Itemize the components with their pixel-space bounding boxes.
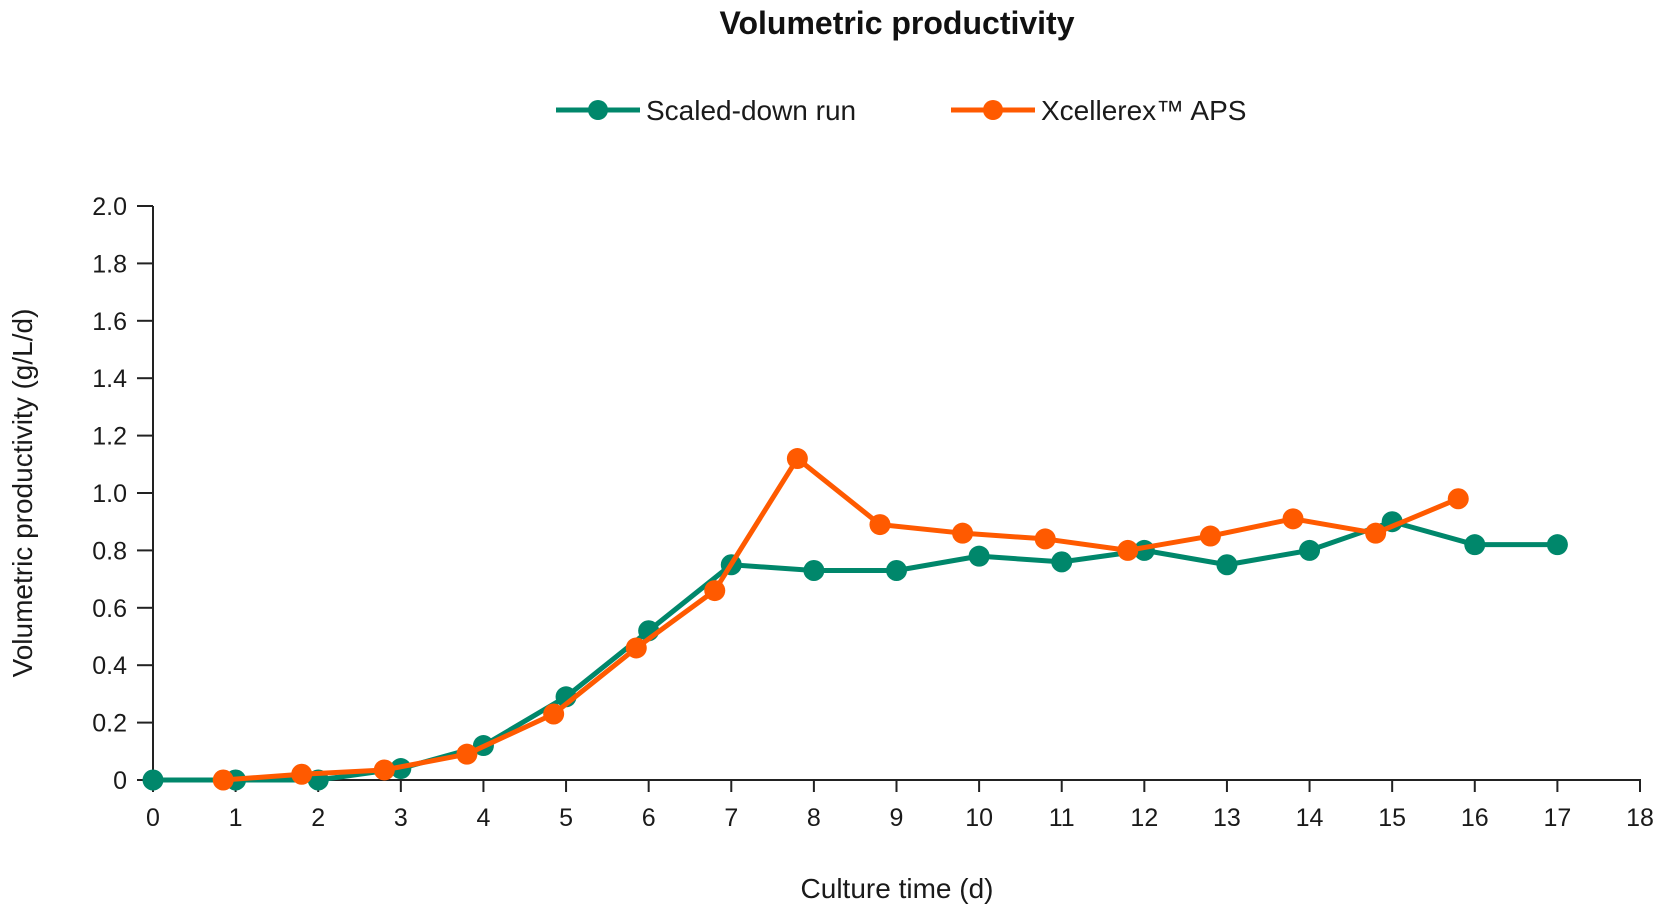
x-tick-label: 0 bbox=[146, 804, 160, 832]
x-tick-label: 12 bbox=[1130, 804, 1158, 832]
data-point[interactable] bbox=[1546, 534, 1568, 556]
data-point[interactable] bbox=[1199, 525, 1221, 547]
data-point[interactable] bbox=[1034, 528, 1056, 550]
series-line bbox=[223, 456, 1460, 783]
x-tick-label: 10 bbox=[965, 804, 993, 832]
y-tick-label: 0.8 bbox=[92, 537, 127, 565]
x-tick-label: 11 bbox=[1049, 804, 1075, 832]
y-tick-label: 1.6 bbox=[92, 308, 127, 336]
series-line bbox=[153, 519, 1558, 783]
data-point[interactable] bbox=[786, 448, 808, 470]
x-tick-label: 8 bbox=[807, 804, 821, 832]
data-point[interactable] bbox=[142, 769, 164, 791]
data-point[interactable] bbox=[1365, 522, 1387, 544]
x-tick-label: 5 bbox=[559, 804, 573, 832]
y-tick-label: 2.0 bbox=[92, 193, 127, 221]
x-tick-label: 15 bbox=[1378, 804, 1406, 832]
legend-item-xcellerex-aps[interactable]: Xcellerex™ APS bbox=[951, 95, 1246, 126]
legend: Scaled-down run Xcellerex™ APS bbox=[556, 95, 1246, 126]
x-tick-label: 6 bbox=[642, 804, 656, 832]
y-tick-label: 1.4 bbox=[92, 365, 127, 393]
data-point[interactable] bbox=[212, 769, 234, 791]
x-tick-label: 2 bbox=[311, 804, 325, 832]
data-point[interactable] bbox=[704, 580, 726, 602]
y-tick-label: 0 bbox=[113, 767, 127, 795]
x-tick-label: 13 bbox=[1213, 804, 1241, 832]
x-tick-label: 1 bbox=[229, 804, 243, 832]
data-point[interactable] bbox=[1299, 539, 1321, 561]
series-xcellerex-aps bbox=[212, 448, 1469, 791]
data-point[interactable] bbox=[869, 514, 891, 536]
y-axis-label: Volumetric productivity (g/L/d) bbox=[7, 309, 38, 678]
data-point[interactable] bbox=[886, 559, 907, 581]
data-point[interactable] bbox=[1117, 539, 1139, 561]
data-point[interactable] bbox=[543, 703, 565, 725]
x-tick-label: 18 bbox=[1626, 804, 1654, 832]
x-tick-label: 14 bbox=[1296, 804, 1324, 832]
x-tick-label: 7 bbox=[724, 804, 738, 832]
data-point[interactable] bbox=[1216, 554, 1238, 576]
data-point[interactable] bbox=[1282, 508, 1304, 530]
y-ticks: 0 0.2 0.4 0.6 0.8 1.0 1.2 1.4 1.6 1.8 2.0 bbox=[92, 193, 153, 795]
x-tick-label: 9 bbox=[890, 804, 904, 832]
y-tick-label: 1.2 bbox=[92, 423, 127, 451]
x-tick-label: 17 bbox=[1543, 804, 1571, 832]
y-tick-label: 0.2 bbox=[92, 710, 127, 738]
y-tick-label: 1.8 bbox=[92, 250, 127, 278]
data-point[interactable] bbox=[968, 545, 990, 567]
y-tick-label: 0.6 bbox=[92, 595, 127, 623]
legend-marker bbox=[983, 100, 1003, 120]
data-point[interactable] bbox=[456, 743, 478, 765]
legend-label: Xcellerex™ APS bbox=[1041, 95, 1246, 126]
data-point[interactable] bbox=[1447, 488, 1469, 510]
legend-marker bbox=[588, 100, 608, 120]
y-tick-label: 0.4 bbox=[92, 652, 127, 680]
chart-title: Volumetric productivity bbox=[719, 5, 1074, 41]
plot-area bbox=[142, 448, 1568, 791]
data-point[interactable] bbox=[291, 763, 313, 785]
data-point[interactable] bbox=[625, 637, 647, 659]
data-point[interactable] bbox=[952, 522, 974, 544]
x-tick-label: 16 bbox=[1461, 804, 1489, 832]
data-point[interactable] bbox=[1464, 534, 1486, 556]
x-axis-label: Culture time (d) bbox=[801, 873, 994, 904]
legend-label: Scaled-down run bbox=[646, 95, 856, 126]
x-ticks: 0 1 2 3 4 5 6 7 8 9 10 11 12 13 14 15 16 17 18 bbox=[146, 780, 1654, 832]
data-point[interactable] bbox=[373, 759, 395, 781]
y-tick-label: 1.0 bbox=[92, 480, 127, 508]
x-tick-label: 4 bbox=[476, 804, 490, 832]
data-point[interactable] bbox=[803, 559, 825, 581]
data-point[interactable] bbox=[1051, 551, 1073, 573]
legend-item-scaled-down-run[interactable]: Scaled-down run bbox=[556, 95, 856, 126]
x-tick-label: 3 bbox=[394, 804, 408, 832]
series-scaled-down-run bbox=[142, 511, 1568, 791]
